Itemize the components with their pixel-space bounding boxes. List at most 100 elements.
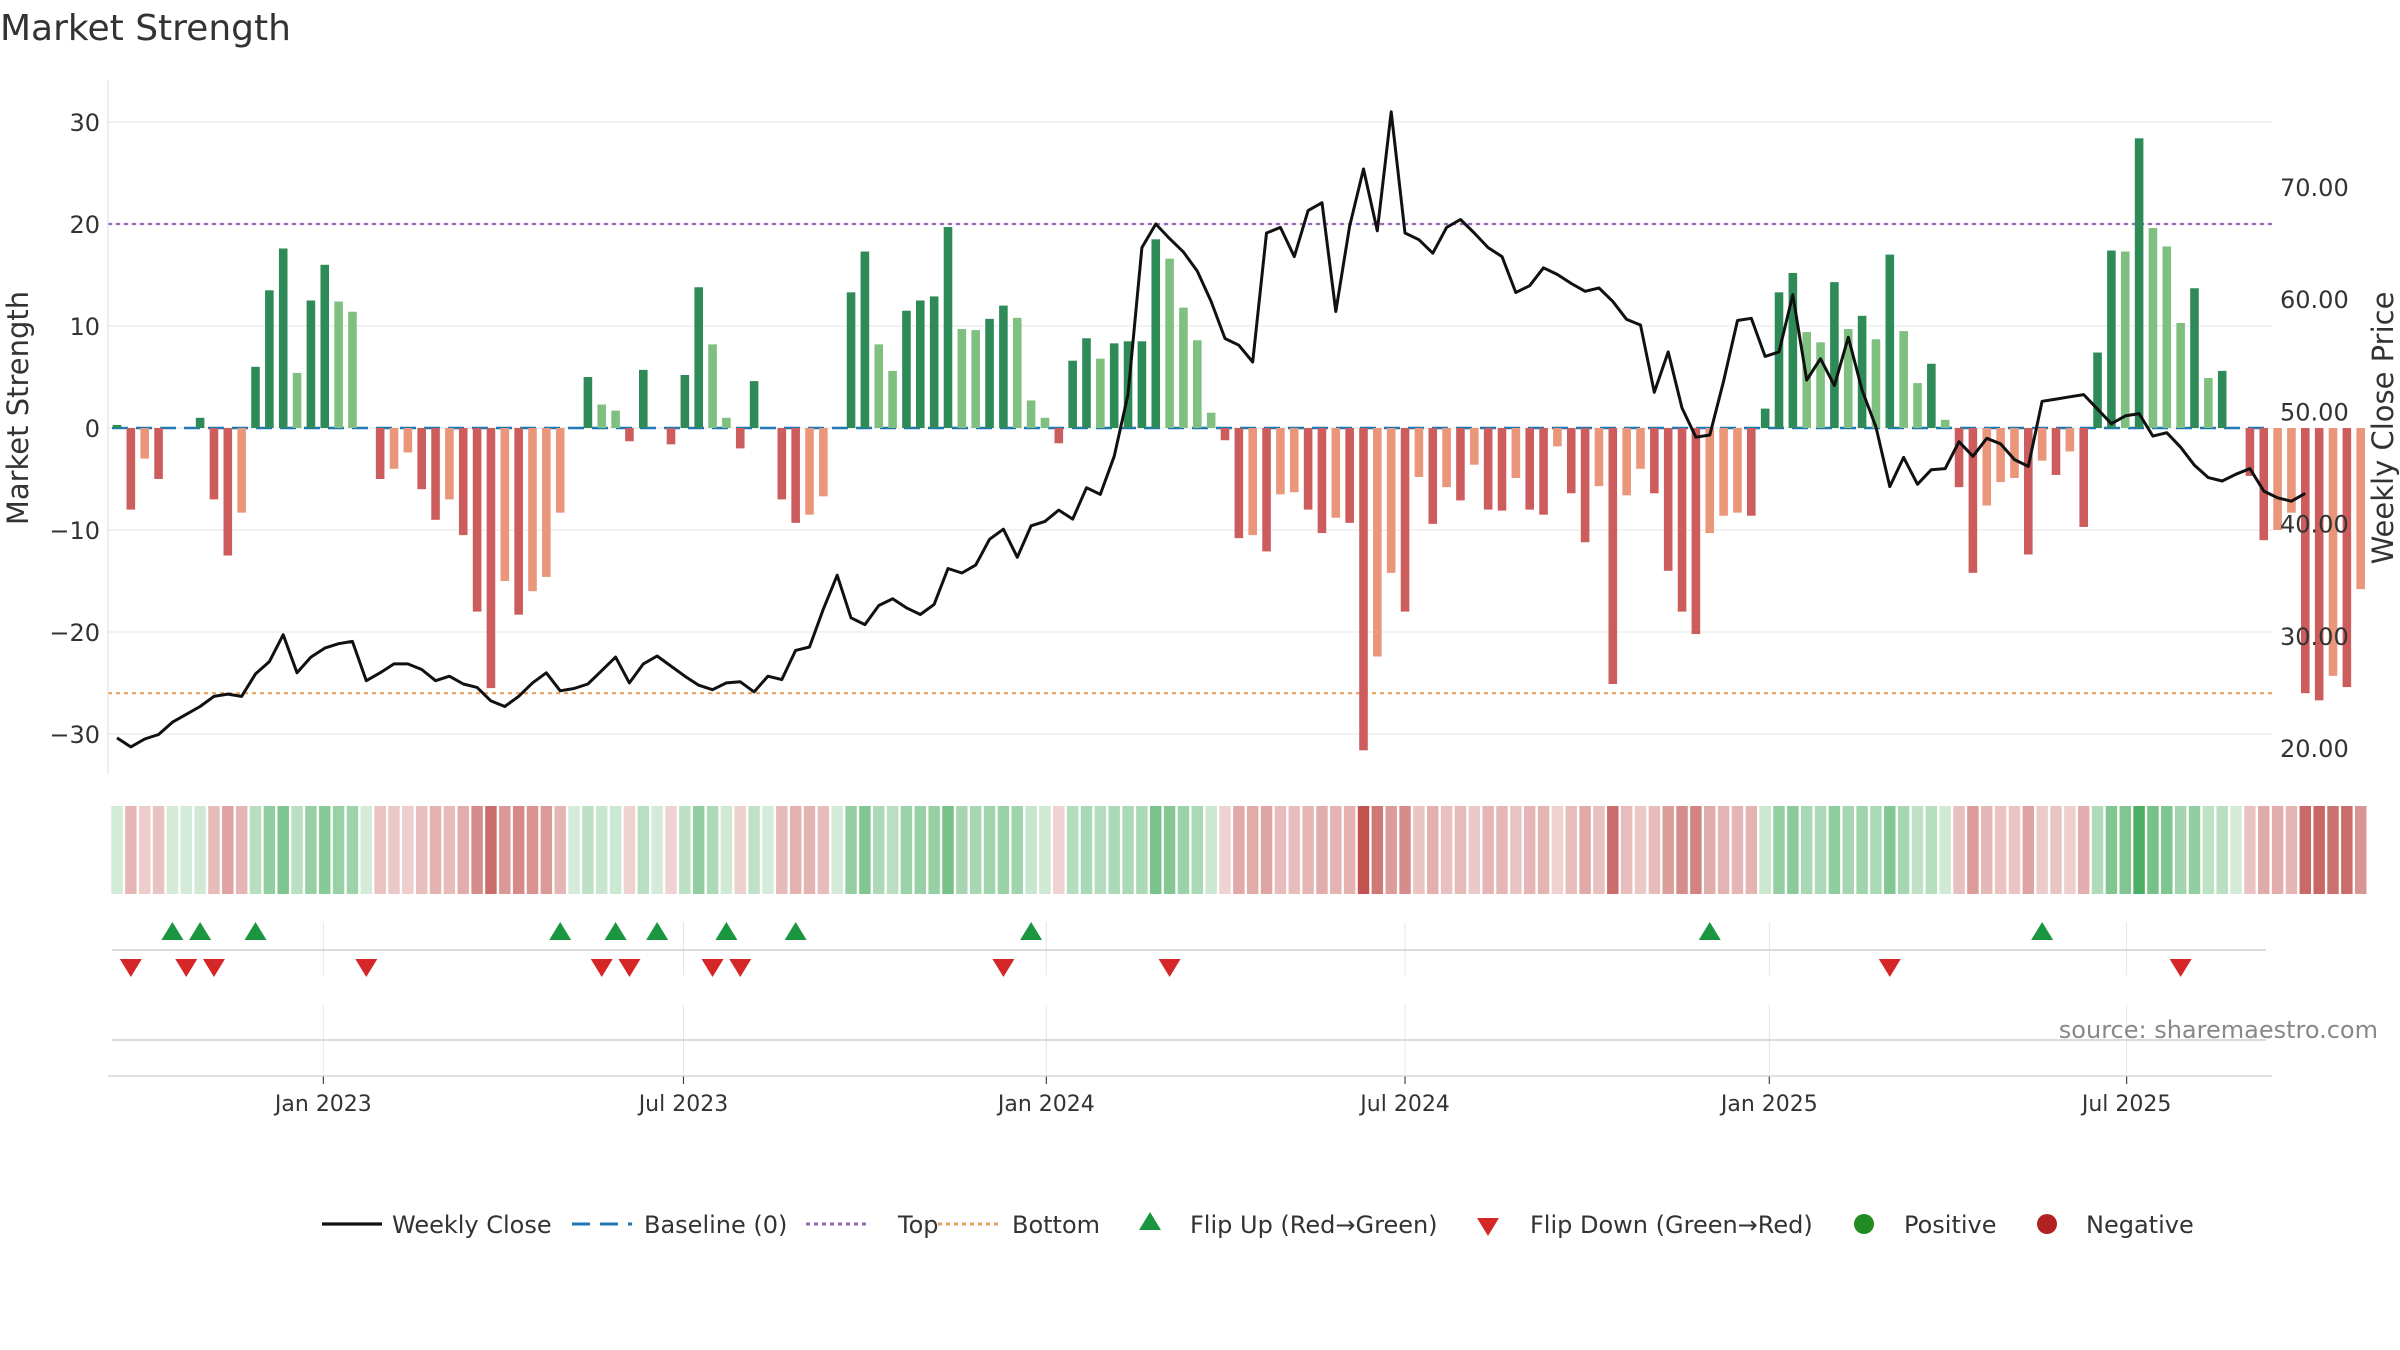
legend-swatch bbox=[2037, 1214, 2057, 1234]
flip-down-marker bbox=[992, 959, 1015, 977]
strength-bar bbox=[1830, 282, 1839, 428]
heat-cell bbox=[208, 806, 220, 894]
legend-swatch bbox=[1854, 1214, 1874, 1234]
heat-cell bbox=[637, 806, 650, 894]
heat-cell bbox=[1884, 806, 1896, 894]
x-tick-label: Jul 2024 bbox=[1358, 1092, 1450, 1117]
heat-cell bbox=[831, 806, 843, 894]
heat-cell bbox=[596, 806, 608, 894]
heat-cell bbox=[2244, 806, 2256, 894]
strength-bar bbox=[528, 428, 537, 592]
y-axis-label: Market Strength bbox=[1, 291, 35, 525]
heat-cell bbox=[706, 806, 719, 894]
strength-bar bbox=[929, 296, 939, 428]
heat-cell bbox=[471, 806, 483, 894]
strength-bar bbox=[1054, 428, 1064, 444]
flip-up-marker bbox=[1698, 922, 1721, 940]
strength-bar bbox=[126, 428, 136, 510]
strength-bar bbox=[1442, 428, 1451, 488]
strength-bar bbox=[708, 344, 717, 428]
strength-bar bbox=[1331, 428, 1341, 518]
x-tick-label: Jul 2025 bbox=[2080, 1092, 2172, 1117]
heat-cell bbox=[402, 806, 414, 894]
strength-bar bbox=[500, 428, 510, 581]
strength-bar bbox=[1553, 428, 1562, 447]
legend-item-negative: Negative bbox=[2037, 1211, 2194, 1239]
heat-cell bbox=[1233, 806, 1245, 894]
y-tick-label: −10 bbox=[49, 517, 100, 545]
strength-bar bbox=[749, 381, 759, 428]
flip-up-marker bbox=[715, 922, 738, 940]
strength-bar bbox=[1137, 341, 1147, 428]
heat-cell bbox=[1620, 806, 1633, 894]
heat-cell bbox=[457, 806, 469, 894]
strength-bar bbox=[611, 410, 620, 428]
heat-cell bbox=[748, 806, 760, 894]
strength-bar bbox=[1470, 428, 1479, 465]
strength-bar bbox=[2134, 138, 2144, 428]
strength-bar bbox=[943, 227, 953, 428]
strength-bar bbox=[1497, 428, 1507, 511]
heat-cell bbox=[1731, 806, 1744, 894]
strength-bar bbox=[306, 300, 316, 428]
heat-cell bbox=[1814, 806, 1827, 894]
strength-bar bbox=[1179, 307, 1188, 428]
flip-up-marker bbox=[2031, 922, 2054, 940]
y-tick-label: 30 bbox=[69, 109, 100, 137]
heat-cell bbox=[734, 806, 746, 894]
strength-bar bbox=[348, 311, 357, 428]
strength-bar bbox=[320, 264, 330, 428]
heat-cell bbox=[554, 806, 566, 894]
strength-bar bbox=[1580, 428, 1590, 543]
strength-bar bbox=[985, 318, 994, 428]
heat-cell bbox=[2050, 806, 2062, 894]
strength-bar bbox=[375, 428, 385, 479]
heat-cell bbox=[1316, 806, 1328, 894]
strength-bar bbox=[1982, 428, 1992, 506]
strength-bar bbox=[1289, 428, 1299, 493]
heat-cell bbox=[1981, 806, 1993, 894]
chart-title: Market Strength bbox=[0, 8, 291, 49]
strength-bar bbox=[209, 428, 219, 500]
strength-bar bbox=[2342, 428, 2352, 688]
heat-cell bbox=[443, 806, 456, 894]
strength-bar bbox=[1109, 343, 1119, 428]
heat-cell bbox=[609, 806, 622, 894]
strength-bar bbox=[2120, 251, 2130, 428]
strength-bar bbox=[1885, 254, 1895, 428]
heat-cell bbox=[1427, 806, 1439, 894]
strength-bar bbox=[445, 428, 454, 500]
strength-bar bbox=[1276, 428, 1285, 495]
flip-up-marker bbox=[244, 922, 267, 940]
flip-down-marker bbox=[175, 959, 198, 977]
heat-cell bbox=[582, 806, 594, 894]
flip-up-marker bbox=[549, 922, 572, 940]
flip-up-marker bbox=[646, 922, 669, 940]
heat-cell bbox=[1343, 806, 1356, 894]
strength-bar bbox=[1068, 360, 1077, 428]
heat-cell bbox=[1080, 806, 1093, 894]
legend-item-flip_down: Flip Down (Green→Red) bbox=[1477, 1211, 1813, 1239]
strength-bar bbox=[1082, 338, 1091, 428]
strength-bar bbox=[140, 428, 149, 459]
heat-cell bbox=[2105, 806, 2118, 894]
strength-bar bbox=[1816, 342, 1825, 428]
heat-cell bbox=[1177, 806, 1190, 894]
flip-down-marker bbox=[590, 959, 613, 977]
strength-bar bbox=[1677, 428, 1687, 612]
heat-cell bbox=[1939, 806, 1951, 894]
strength-bar bbox=[1788, 272, 1798, 428]
strength-bar bbox=[1594, 428, 1604, 487]
strength-bar bbox=[2093, 352, 2102, 428]
heat-cell bbox=[166, 806, 179, 894]
heat-cell bbox=[1607, 806, 1619, 894]
heat-cell bbox=[1759, 806, 1771, 894]
heat-cell bbox=[125, 806, 137, 894]
y2-axis-label: Weekly Close Price bbox=[2366, 292, 2400, 565]
legend-item-top: Top bbox=[806, 1211, 939, 1239]
strength-bar bbox=[639, 369, 648, 428]
strength-bar bbox=[2162, 246, 2172, 428]
heat-cell bbox=[1704, 806, 1716, 894]
heat-cell bbox=[2008, 806, 2021, 894]
y2-tick-label: 70.00 bbox=[2280, 174, 2349, 202]
